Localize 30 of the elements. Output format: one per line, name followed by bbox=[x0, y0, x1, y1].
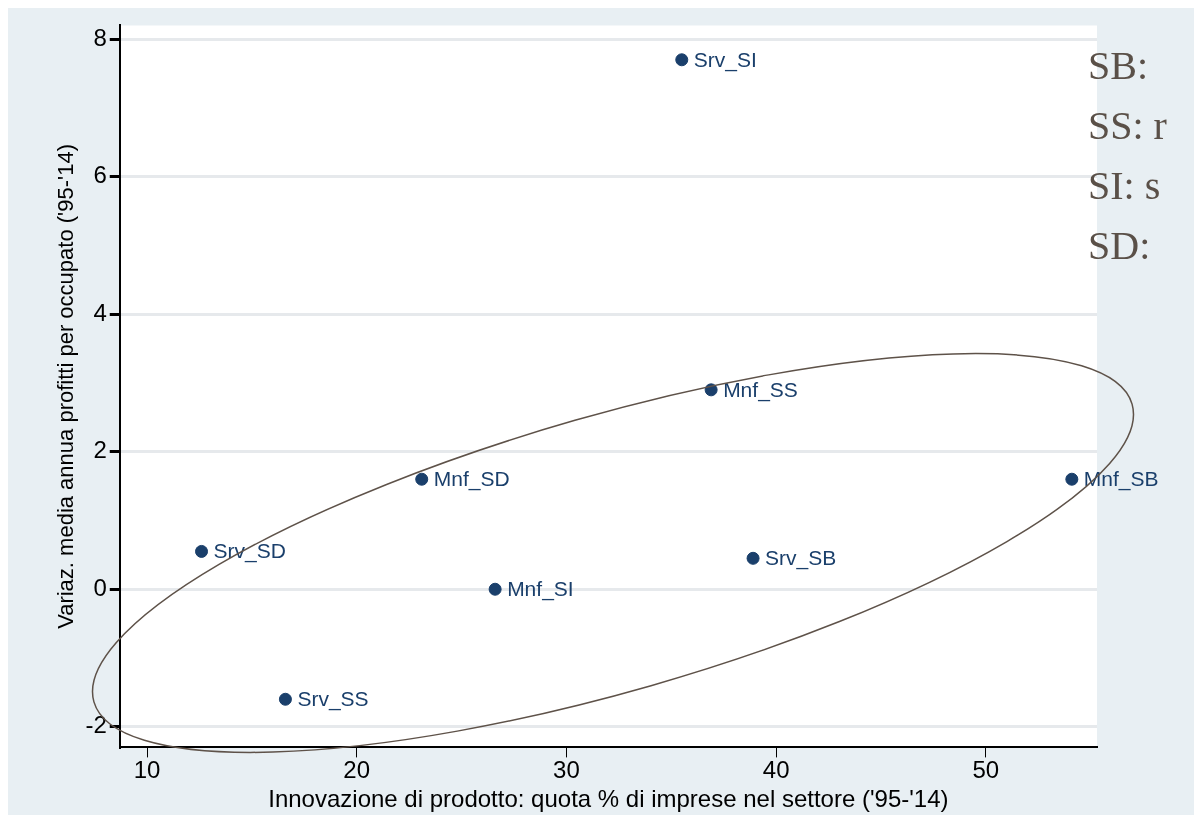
annotation: SS: r bbox=[1088, 102, 1167, 149]
point bbox=[415, 472, 429, 486]
series-label: Srv_SB bbox=[765, 546, 837, 571]
annotation: SB: bbox=[1088, 42, 1149, 89]
series-label: Mnf_SI bbox=[507, 577, 574, 602]
y-tick-label: 8 bbox=[93, 23, 107, 51]
x-tick-label: 30 bbox=[553, 756, 580, 784]
y-tick-label: 2 bbox=[93, 436, 107, 464]
x-tick-label: 40 bbox=[762, 756, 790, 784]
y-axis-title: Variaz. media annua profitti per occupato ('95-'14) bbox=[53, 143, 79, 629]
point bbox=[488, 582, 502, 596]
series-label: Mnf_SD bbox=[433, 467, 510, 492]
annotation: SI: s bbox=[1088, 162, 1161, 209]
point bbox=[195, 544, 209, 558]
y-tick-label: 6 bbox=[93, 161, 107, 189]
point bbox=[746, 551, 760, 565]
annotation: SD: bbox=[1088, 222, 1151, 269]
x-tick-label: 20 bbox=[343, 756, 371, 784]
x-tick-label: 10 bbox=[133, 756, 161, 784]
y-tick-label: -2 bbox=[85, 711, 107, 739]
x-tick-label: 50 bbox=[972, 756, 1000, 784]
point bbox=[278, 692, 292, 706]
y-tick-label: 0 bbox=[93, 573, 107, 601]
series-label: Srv_SS bbox=[297, 687, 369, 712]
y-tick-label: 4 bbox=[93, 298, 107, 326]
series-label: Srv_SI bbox=[693, 47, 757, 72]
x-axis-title: Innovazione di prodotto: quota % di imprese nel settore ('95-'14) bbox=[268, 785, 949, 813]
point bbox=[1065, 472, 1079, 486]
point bbox=[675, 53, 689, 67]
series-label: Mnf_SS bbox=[723, 377, 798, 402]
